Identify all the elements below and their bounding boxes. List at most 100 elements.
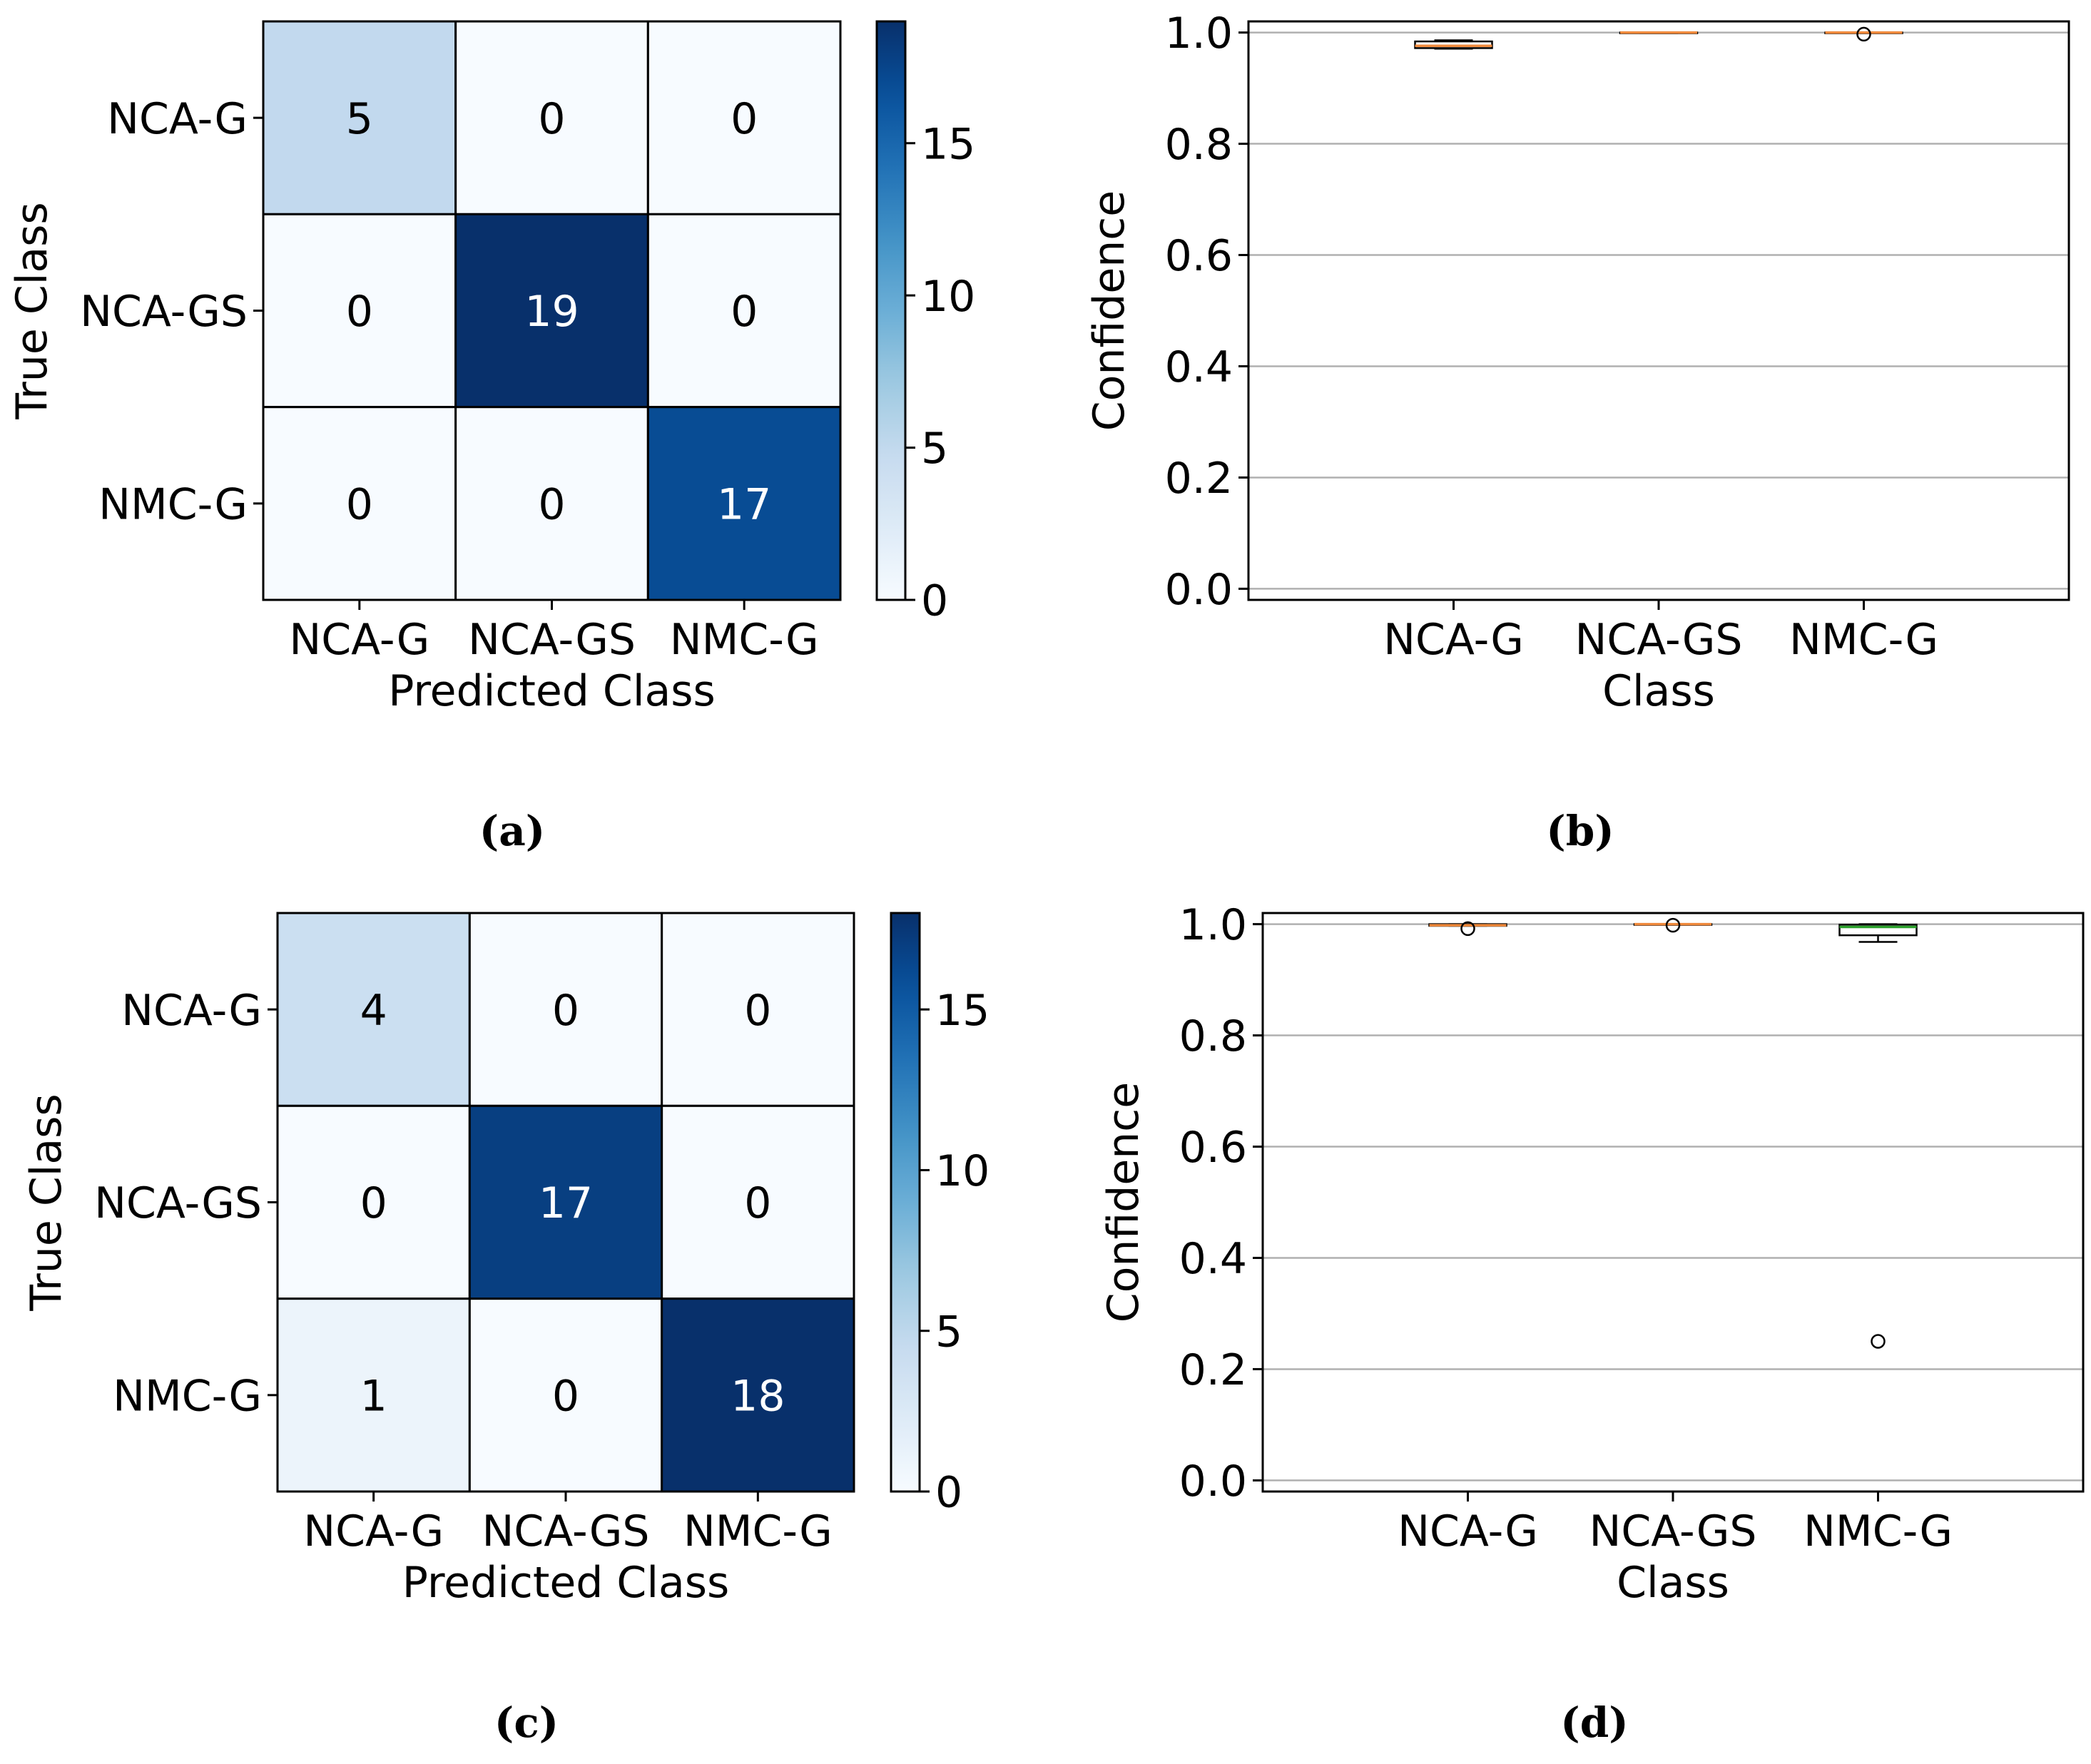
cell-label: 0 bbox=[731, 94, 758, 144]
x-axis-label: Class bbox=[1602, 666, 1715, 716]
heatmap-cell bbox=[276, 1104, 471, 1300]
cell-label: 0 bbox=[552, 986, 579, 1036]
cell-label: 1 bbox=[360, 1371, 387, 1421]
plot-frame bbox=[1247, 20, 2070, 601]
colorbar-tick-label: 5 bbox=[935, 1307, 962, 1357]
y-axis-label: True Class bbox=[7, 202, 57, 419]
cell-label: 0 bbox=[552, 1371, 579, 1421]
y-axis-label: Confidence bbox=[1099, 1082, 1149, 1322]
heatmap-a: 5 0 0 0 19 0 0 0 17 NCA-G NCA-GS NMC-G NCA-G NCA-GS NM… bbox=[7, 20, 975, 855]
x-tick-label: NCA-GS bbox=[468, 615, 636, 665]
x-tick-label: NMC-G bbox=[670, 615, 819, 665]
y-tick-label: 0.8 bbox=[1165, 120, 1233, 170]
heatmap-cell bbox=[262, 20, 457, 215]
y-tick-label: NCA-G bbox=[107, 94, 248, 144]
x-tick-label: NCA-G bbox=[1383, 615, 1524, 665]
x-tick-label: NCA-G bbox=[289, 615, 429, 665]
panel-caption: (a) bbox=[479, 807, 545, 855]
y-axis-label: True Class bbox=[21, 1093, 71, 1311]
x-tick-label: NCA-GS bbox=[1575, 615, 1743, 665]
outlier-point bbox=[1871, 1334, 1886, 1349]
heatmap-cell bbox=[454, 20, 649, 215]
y-tick-label: 0.6 bbox=[1165, 231, 1233, 281]
y-tick-label: NMC-G bbox=[113, 1371, 262, 1421]
y-tick-label: NCA-GS bbox=[94, 1178, 262, 1228]
heatmap-cell bbox=[661, 912, 855, 1107]
box-nca-gs bbox=[1619, 31, 1699, 34]
cell-label: 19 bbox=[524, 287, 579, 337]
x-axis-label: Predicted Class bbox=[388, 666, 716, 716]
outlier-point bbox=[1856, 26, 1871, 42]
heatmap-cell bbox=[468, 1104, 663, 1300]
plot-frame bbox=[1261, 912, 2085, 1493]
cell-label: 0 bbox=[538, 479, 565, 529]
y-tick-label: 0.4 bbox=[1165, 342, 1233, 392]
heatmap-cell bbox=[646, 213, 842, 409]
y-tick-label: 0.6 bbox=[1179, 1123, 1247, 1173]
cell-label: 0 bbox=[538, 94, 565, 144]
y-tick-label: 0.0 bbox=[1179, 1457, 1247, 1506]
colorbar-tick-label: 0 bbox=[935, 1468, 962, 1518]
box-body bbox=[1838, 924, 1918, 937]
cell-label: 0 bbox=[731, 287, 758, 337]
x-axis-label: Class bbox=[1617, 1558, 1729, 1608]
colorbar-tick-label: 15 bbox=[921, 119, 975, 169]
y-tick-label: 0.0 bbox=[1165, 565, 1233, 615]
y-tick-label: 1.0 bbox=[1179, 900, 1247, 950]
colorbar-tick-label: 10 bbox=[921, 272, 975, 322]
cell-label: 5 bbox=[346, 94, 373, 144]
y-tick-label: 0.4 bbox=[1179, 1234, 1247, 1284]
y-tick-label: 0.2 bbox=[1165, 454, 1233, 504]
box-nmc-g bbox=[1824, 26, 1903, 42]
x-tick-label: NMC-G bbox=[1789, 615, 1938, 665]
cell-label: 0 bbox=[346, 287, 373, 337]
cell-label: 0 bbox=[360, 1178, 387, 1228]
box-nmc-g bbox=[1838, 923, 1918, 1349]
box-nca-g bbox=[1428, 921, 1507, 937]
x-tick-label: NCA-GS bbox=[482, 1506, 650, 1556]
cell-label: 0 bbox=[744, 986, 771, 1036]
outlier-point bbox=[1460, 921, 1475, 937]
cell-label: 18 bbox=[731, 1371, 785, 1421]
box-nca-gs bbox=[1633, 917, 1713, 933]
heatmap-cell bbox=[468, 912, 663, 1107]
y-tick-label: NCA-GS bbox=[80, 287, 248, 337]
colorbar-tick-label: 10 bbox=[935, 1146, 989, 1196]
colorbar bbox=[890, 912, 921, 1493]
heatmap-cell bbox=[454, 213, 649, 409]
y-tick-label: NMC-G bbox=[98, 479, 248, 529]
heatmap-cell bbox=[454, 406, 649, 601]
colorbar-tick-label: 15 bbox=[935, 986, 989, 1036]
panel-caption: (d) bbox=[1560, 1698, 1628, 1747]
panel-caption: (b) bbox=[1546, 807, 1614, 855]
y-tick-label: NCA-G bbox=[121, 986, 262, 1036]
box-nca-g bbox=[1414, 39, 1493, 50]
cell-label: 4 bbox=[360, 986, 387, 1036]
colorbar bbox=[875, 20, 907, 601]
x-tick-label: NMC-G bbox=[1803, 1506, 1953, 1556]
cell-label: 0 bbox=[346, 479, 373, 529]
y-tick-label: 1.0 bbox=[1165, 9, 1233, 58]
boxplot-d: 0.0 0.2 0.4 0.6 0.8 1.0 NCA-G NCA-GS NMC-G Class C… bbox=[1099, 900, 2085, 1747]
x-tick-label: NCA-G bbox=[303, 1506, 444, 1556]
colorbar-tick-label: 5 bbox=[921, 424, 948, 474]
x-tick-label: NMC-G bbox=[683, 1506, 833, 1556]
y-tick-label: 0.8 bbox=[1179, 1011, 1247, 1061]
cell-label: 17 bbox=[539, 1178, 593, 1228]
x-tick-label: NCA-G bbox=[1398, 1506, 1538, 1556]
x-tick-label: NCA-GS bbox=[1589, 1506, 1757, 1556]
cell-label: 17 bbox=[717, 479, 771, 529]
panel-caption: (c) bbox=[494, 1698, 559, 1747]
outlier-point bbox=[1665, 917, 1681, 933]
heatmap-cell bbox=[262, 213, 457, 409]
boxplot-b: 0.0 0.2 0.4 0.6 0.8 1.0 NCA-G NCA-GS NMC-G Class C… bbox=[1084, 9, 2070, 855]
heatmap-cell bbox=[468, 1297, 663, 1493]
x-axis-label: Predicted Class bbox=[402, 1558, 730, 1608]
y-tick-label: 0.2 bbox=[1179, 1345, 1247, 1395]
y-axis-label: Confidence bbox=[1084, 190, 1134, 431]
heatmap-cell bbox=[661, 1104, 855, 1300]
cell-label: 0 bbox=[744, 1178, 771, 1228]
colorbar-tick-label: 0 bbox=[921, 576, 948, 626]
